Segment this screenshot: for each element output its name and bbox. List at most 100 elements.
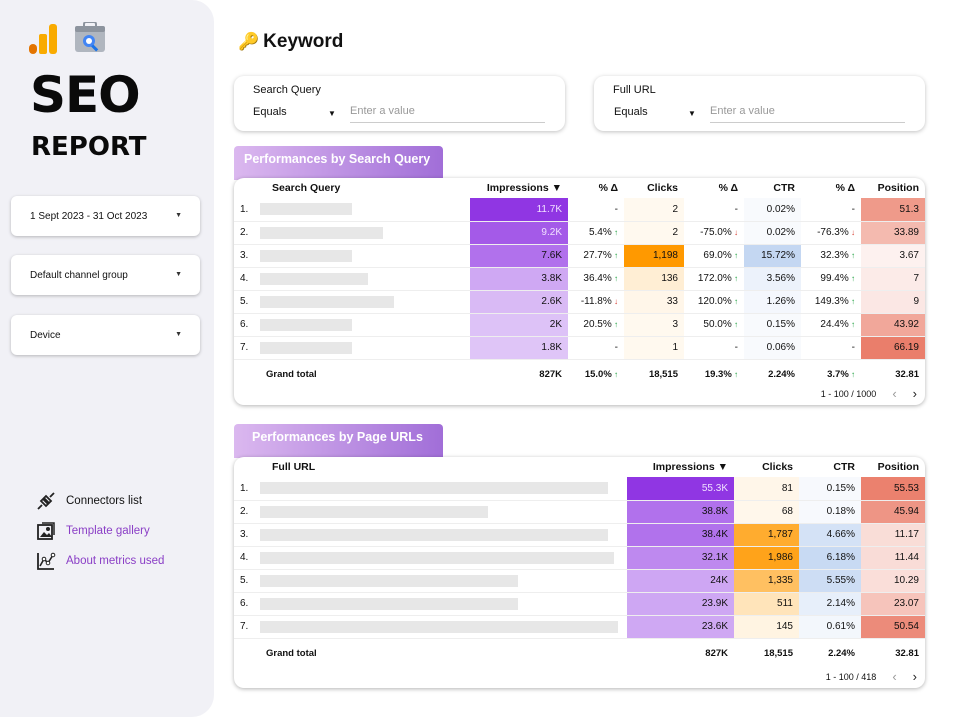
table-row[interactable]: 4. 3.8K 36.4% ↑ 136 172.0% ↑ 3.56% 99.4% ↑ 7 <box>234 267 925 291</box>
table-row[interactable]: 6. 2K 20.5% ↑ 3 50.0% ↑ 0.15% 24.4% ↑ 43.92 <box>234 313 925 337</box>
impressions-delta-cell: - <box>568 336 624 360</box>
col-clicks[interactable]: Clicks <box>762 461 793 473</box>
page-title: 🔑 Keyword <box>238 31 343 53</box>
url-table-pager: 1 - 100 / 418 ‹ › <box>826 669 917 684</box>
ctr-delta-cell-value: -76.3% <box>817 227 849 238</box>
redacted-bar <box>260 482 608 495</box>
clicks-cell: 2 <box>624 221 684 245</box>
query-cell[interactable] <box>260 267 470 291</box>
impressions-cell: 3.8K <box>470 267 568 291</box>
clicks-cell: 145 <box>734 615 799 639</box>
clicks-cell: 2 <box>624 198 684 222</box>
device-dropdown[interactable]: Device ▼ <box>11 315 200 355</box>
arrow-up-icon: ↑ <box>611 228 618 237</box>
arrow-up-icon: ↑ <box>611 320 618 329</box>
col-impr-delta[interactable]: % Δ <box>598 182 618 194</box>
redacted-bar <box>260 597 518 610</box>
col-impressions[interactable]: Impressions ▼ <box>486 182 562 194</box>
page-title-label: Keyword <box>263 31 344 52</box>
search-query-input[interactable]: Enter a value <box>350 105 545 123</box>
search-query-operator[interactable]: Equals <box>253 106 287 118</box>
impressions-delta-cell: 27.7% ↑ <box>568 244 624 268</box>
table-row[interactable]: 7. 1.8K -1-0.06% -66.19 <box>234 336 925 360</box>
ctr-cell: 3.56% <box>744 267 801 291</box>
about-metrics-label: About metrics used <box>66 555 165 567</box>
url-cell[interactable] <box>260 477 627 501</box>
query-cell[interactable] <box>260 290 470 314</box>
channel-group-dropdown[interactable]: Default channel group ▼ <box>11 255 200 295</box>
sidebar: SEO REPORT 1 Sept 2023 - 31 Oct 2023 ▼ D… <box>0 0 214 717</box>
clicks-delta-cell: 172.0% ↑ <box>684 267 744 291</box>
clicks-delta-cell-value: - <box>734 203 738 215</box>
arrow-up-icon: ↑ <box>848 297 855 306</box>
position-cell: 33.89 <box>861 221 925 245</box>
table-row[interactable]: 3. 38.4K 1,787 4.66% 11.17 <box>234 523 925 547</box>
ctr-delta-cell-value: 32.3% <box>820 250 849 261</box>
table-header-row: Full URL Impressions ▼ Clicks CTR Positi… <box>234 457 925 477</box>
col-ctr-delta[interactable]: % Δ <box>835 182 855 194</box>
query-cell[interactable] <box>260 221 470 245</box>
clicks-delta-cell-value: -75.0% <box>700 227 732 238</box>
url-cell[interactable] <box>260 569 627 593</box>
url-cell[interactable] <box>260 523 627 547</box>
row-index: 2. <box>234 500 260 524</box>
chevron-right-icon[interactable]: › <box>912 669 917 684</box>
col-clicks[interactable]: Clicks <box>647 182 678 194</box>
table-row[interactable]: 5. 2.6K -11.8% ↓ 33 120.0% ↑ 1.26% 149.3% ↑ 9 <box>234 290 925 314</box>
ctr-cell: 0.02% <box>744 198 801 222</box>
template-gallery-link[interactable]: Template gallery <box>35 516 164 546</box>
table-row[interactable]: 2. 9.2K 5.4% ↑ 2 -75.0% ↓ 0.02% -76.3% ↓ 33.89 <box>234 221 925 245</box>
query-cell[interactable] <box>260 198 470 222</box>
position-cell: 10.29 <box>861 569 925 593</box>
report-subtitle: REPORT <box>31 132 147 162</box>
key-icon: 🔑 <box>238 32 260 51</box>
clicks-delta-cell: - <box>684 198 744 222</box>
impressions-cell: 32.1K <box>627 546 734 570</box>
position-cell: 55.53 <box>861 477 925 501</box>
ctr-cell: 0.18% <box>799 500 861 524</box>
chevron-left-icon[interactable]: ‹ <box>892 386 897 401</box>
col-search-query[interactable]: Search Query <box>272 182 341 194</box>
ctr-delta-cell: 149.3% ↑ <box>801 290 861 314</box>
query-cell[interactable] <box>260 244 470 268</box>
arrow-down-icon: ↓ <box>731 228 738 237</box>
ctr-cell: 0.61% <box>799 615 861 639</box>
chevron-right-icon[interactable]: › <box>912 386 917 401</box>
col-impressions[interactable]: Impressions ▼ <box>652 461 728 473</box>
position-cell: 23.07 <box>861 592 925 616</box>
redacted-bar <box>260 574 518 587</box>
query-cell[interactable] <box>260 336 470 360</box>
col-position[interactable]: Position <box>877 461 919 473</box>
table-row[interactable]: 6. 23.9K 511 2.14% 23.07 <box>234 592 925 616</box>
full-url-input[interactable]: Enter a value <box>710 105 905 123</box>
ctr-delta-cell: - <box>801 336 861 360</box>
url-cell[interactable] <box>260 592 627 616</box>
connectors-list-link[interactable]: Connectors list <box>35 486 164 516</box>
col-position[interactable]: Position <box>877 182 919 194</box>
about-metrics-link[interactable]: About metrics used <box>35 546 164 576</box>
date-range-picker[interactable]: 1 Sept 2023 - 31 Oct 2023 ▼ <box>11 196 200 236</box>
col-ctr[interactable]: CTR <box>833 461 855 473</box>
impressions-cell: 11.7K <box>470 198 568 222</box>
url-cell[interactable] <box>260 500 627 524</box>
url-cell[interactable] <box>260 546 627 570</box>
table-row[interactable]: 3. 7.6K 27.7% ↑ 1,198 69.0% ↑ 15.72% 32.3% ↑ 3.… <box>234 244 925 268</box>
table-row[interactable]: 7. 23.6K 145 0.61% 50.54 <box>234 615 925 639</box>
table-row[interactable]: 1. 11.7K -2-0.02% -51.3 <box>234 198 925 222</box>
redacted-bar <box>260 620 618 633</box>
table-row[interactable]: 4. 32.1K 1,986 6.18% 11.44 <box>234 546 925 570</box>
table-row[interactable]: 2. 38.8K 68 0.18% 45.94 <box>234 500 925 524</box>
total-clicks: 18,515 <box>763 647 793 659</box>
full-url-operator[interactable]: Equals <box>614 106 648 118</box>
col-ctr[interactable]: CTR <box>773 182 795 194</box>
col-clicks-delta[interactable]: % Δ <box>718 182 738 194</box>
query-cell[interactable] <box>260 313 470 337</box>
table-row[interactable]: 5. 24K 1,335 5.55% 10.29 <box>234 569 925 593</box>
table-row[interactable]: 1. 55.3K 81 0.15% 55.53 <box>234 477 925 501</box>
url-cell[interactable] <box>260 615 627 639</box>
col-full-url[interactable]: Full URL <box>272 461 316 473</box>
chevron-down-icon[interactable]: ▼ <box>328 109 336 118</box>
date-range-label: 1 Sept 2023 - 31 Oct 2023 <box>30 210 148 222</box>
chevron-down-icon[interactable]: ▼ <box>688 109 696 118</box>
chevron-left-icon[interactable]: ‹ <box>892 669 897 684</box>
